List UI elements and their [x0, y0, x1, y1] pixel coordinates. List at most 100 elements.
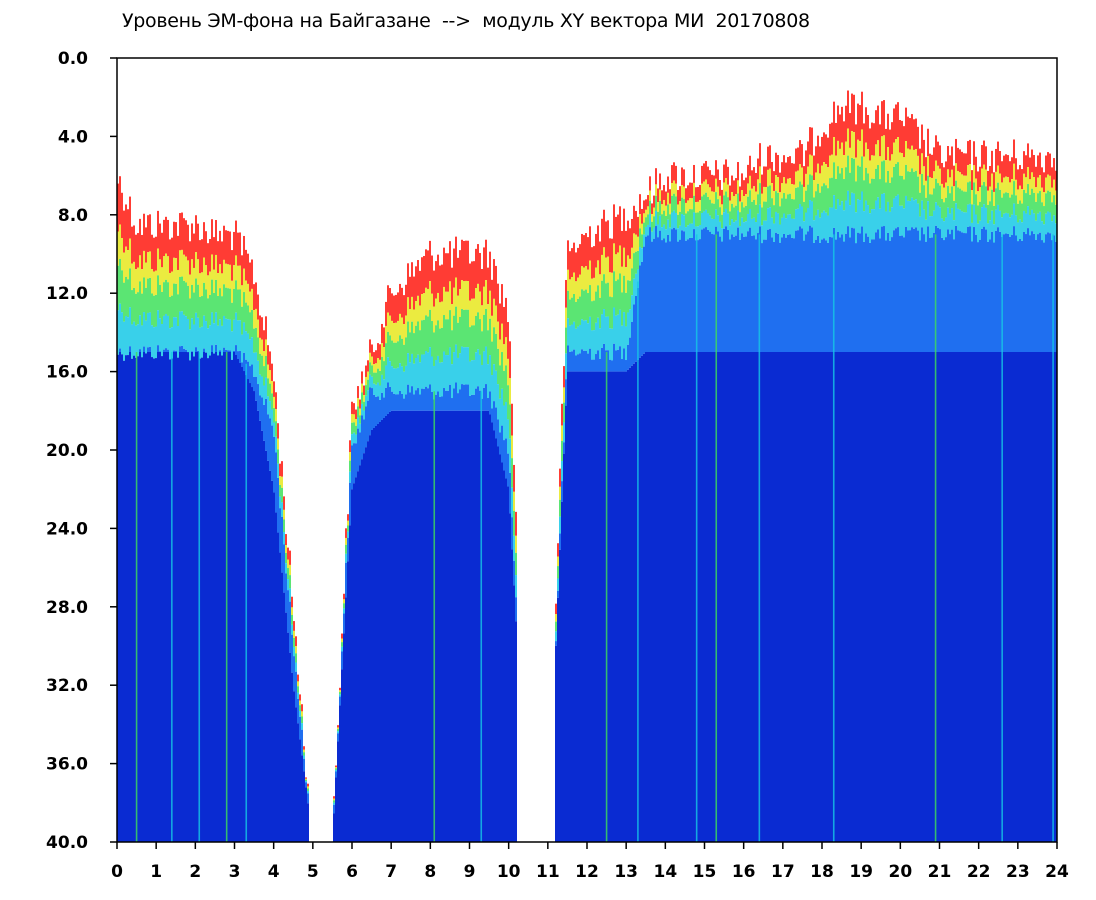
heatmap-cell-band — [1021, 169, 1023, 190]
heatmap-cell-base — [579, 371, 581, 842]
heatmap-cell-band — [231, 250, 233, 281]
heatmap-cell-base — [993, 352, 995, 842]
heatmap-cell-mid — [451, 398, 453, 411]
heatmap-cell-band — [971, 204, 973, 223]
heatmap-cell-band — [219, 288, 221, 320]
heatmap-cell-band — [189, 298, 191, 330]
heatmap-cell-band — [957, 147, 959, 171]
heatmap-cell-base — [295, 707, 297, 842]
heatmap-cell-band — [183, 314, 185, 349]
heatmap-cell-base — [361, 459, 363, 842]
heatmap-cell-mid — [407, 384, 409, 411]
heatmap-cell-band — [905, 141, 907, 165]
heatmap-cell-base — [979, 352, 981, 842]
heatmap-cell-band — [375, 384, 377, 397]
heatmap-cell-band — [185, 256, 187, 283]
heatmap-cell-base — [195, 352, 197, 842]
heatmap-cell-band — [355, 419, 357, 426]
heatmap-cell-band — [747, 183, 749, 197]
heatmap-cell-band — [635, 210, 637, 235]
heatmap-cell-band — [387, 312, 389, 332]
heatmap-cell-base — [573, 371, 575, 842]
heatmap-cell-mid — [425, 386, 427, 411]
heatmap-cell-band — [719, 195, 721, 208]
heatmap-cell-band — [225, 318, 227, 350]
heatmap-cell-band — [431, 255, 433, 294]
heatmap-cell-band — [783, 155, 785, 178]
heatmap-cell-base — [751, 352, 753, 842]
heatmap-cell-band — [505, 365, 507, 402]
heatmap-cell-band — [467, 309, 469, 348]
heatmap-cell-band — [839, 148, 841, 174]
heatmap-cell-mid — [405, 394, 407, 411]
heatmap-cell-band — [659, 215, 661, 231]
heatmap-cell-base — [589, 371, 591, 842]
heatmap-cell-band — [561, 403, 563, 426]
heatmap-cell-band — [251, 259, 253, 289]
heatmap-cell-band — [559, 499, 561, 517]
heatmap-cell-base — [417, 410, 419, 842]
heatmap-cell-band — [357, 406, 359, 418]
heatmap-cell-band — [747, 213, 749, 232]
heatmap-cell-mid — [149, 346, 151, 352]
heatmap-cell-band — [223, 284, 225, 316]
heatmap-cell-mid — [623, 348, 625, 372]
heatmap-cell-band — [1005, 192, 1007, 213]
heatmap-cell-band — [777, 155, 779, 178]
heatmap-cell-base — [477, 410, 479, 842]
heatmap-cell-band — [451, 364, 453, 399]
heatmap-cell-mid — [691, 237, 693, 352]
heatmap-cell-base — [701, 352, 703, 842]
heatmap-cell-band — [557, 556, 559, 567]
heatmap-cell-band — [341, 638, 343, 643]
heatmap-cell-mid — [237, 351, 239, 360]
heatmap-cell-band — [605, 283, 607, 317]
heatmap-cell-band — [661, 227, 663, 241]
heatmap-cell-mid — [955, 225, 957, 352]
heatmap-cell-band — [623, 312, 625, 349]
heatmap-cell-band — [251, 309, 253, 338]
heatmap-cell-band — [237, 320, 239, 352]
heatmap-cell-base — [983, 352, 985, 842]
heatmap-cell-mid — [773, 241, 775, 352]
heatmap-cell-mid — [761, 243, 763, 352]
heatmap-cell-band — [749, 155, 751, 176]
heatmap-cell-band — [685, 213, 687, 228]
heatmap-cell-mid — [497, 419, 499, 447]
heatmap-cell-band — [607, 256, 609, 283]
heatmap-cell-base — [917, 352, 919, 842]
heatmap-cell-band — [129, 307, 131, 347]
heatmap-cell-mid — [225, 349, 227, 352]
heatmap-cell-mid — [753, 235, 755, 352]
heatmap-cell-base — [879, 352, 881, 842]
heatmap-cell-band — [133, 225, 135, 262]
heatmap-cell-band — [1035, 220, 1037, 240]
heatmap-cell-base — [869, 352, 871, 842]
heatmap-cell-band — [515, 511, 517, 536]
heatmap-cell-band — [681, 185, 683, 198]
heatmap-cell-band — [1051, 187, 1053, 203]
heatmap-cell-band — [875, 110, 877, 145]
heatmap-cell-band — [417, 321, 419, 355]
heatmap-cell-mid — [499, 432, 501, 455]
heatmap-cell-band — [347, 520, 349, 526]
heatmap-cell-mid — [925, 241, 927, 352]
heatmap-cell-band — [335, 767, 337, 769]
heatmap-cell-band — [603, 274, 605, 310]
heatmap-cell-band — [419, 305, 421, 331]
heatmap-cell-band — [337, 731, 339, 734]
heatmap-cell-base — [841, 352, 843, 842]
heatmap-cell-band — [399, 313, 401, 336]
heatmap-cell-band — [427, 316, 429, 353]
heatmap-cell-mid — [921, 227, 923, 352]
heatmap-cell-band — [775, 191, 777, 212]
heatmap-cell-band — [493, 327, 495, 365]
heatmap-cell-base — [619, 371, 621, 842]
heatmap-cell-base — [887, 352, 889, 842]
heatmap-cell-mid — [571, 351, 573, 372]
heatmap-cell-base — [667, 352, 669, 842]
heatmap-cell-band — [877, 197, 879, 230]
heatmap-cell-band — [781, 198, 783, 218]
heatmap-cell-band — [297, 692, 299, 699]
heatmap-cell-mid — [357, 428, 359, 472]
